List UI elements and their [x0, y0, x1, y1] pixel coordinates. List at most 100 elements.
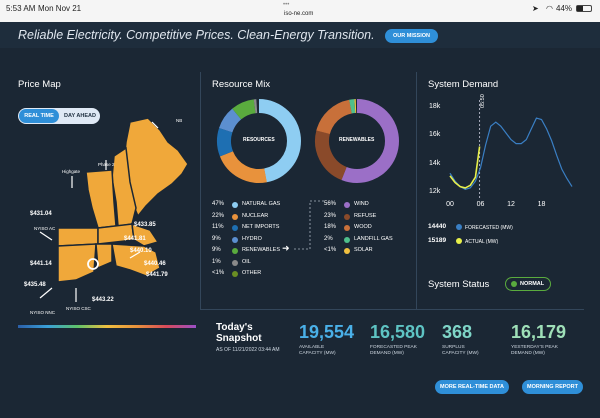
legend-item[interactable]: 9% RENEWABLES — [212, 247, 302, 256]
legend-item[interactable]: 9% HYDRO — [212, 236, 302, 245]
renewables-donut-chart[interactable] — [314, 98, 400, 184]
price-label[interactable]: $441.79 — [146, 272, 168, 278]
snapshot-title-line2: Snapshot — [216, 333, 262, 344]
url-text[interactable]: iso-ne.com — [284, 11, 314, 17]
snapshot-metric-value: 368 — [442, 322, 473, 342]
legend-item[interactable]: <1% OTHER — [212, 270, 302, 279]
snapshot-metric-value: 19,554 — [299, 322, 355, 342]
actual-value: 15189 — [428, 237, 447, 244]
legend-pct: 18% — [324, 224, 337, 230]
legend-label: HYDRO — [242, 235, 262, 242]
hero-banner — [0, 22, 600, 48]
legend-pct: 9% — [212, 247, 221, 253]
zone-label-nyiso-nnc: NYISO NNC — [30, 310, 56, 315]
forecasted-dot — [456, 224, 462, 230]
legend-color-dot — [232, 259, 238, 266]
zone-label-phase2: Phase 2 — [98, 162, 115, 167]
price-label[interactable]: $441.14 — [30, 261, 52, 267]
price-map-title: Price Map — [18, 79, 61, 90]
more-real-time-data-button[interactable]: MORE REAL-TIME DATA — [435, 380, 509, 394]
zone-label-nyiso-csc: NYISO CSC — [66, 306, 91, 311]
tab-day-ahead[interactable]: DAY AHEAD — [64, 113, 96, 119]
status-dot — [511, 281, 517, 287]
status-bar: 5:53 AM Mon Nov 21 ••• iso-ne.com ➤ ◠ 44… — [0, 0, 600, 22]
divider — [200, 309, 584, 310]
legend-pct: 9% — [212, 235, 221, 242]
location-marker-icon[interactable] — [87, 258, 99, 270]
price-label[interactable]: $435.48 — [24, 282, 46, 288]
legend-color-dot — [232, 248, 238, 254]
more-dots-icon[interactable]: ••• — [283, 2, 290, 8]
renewables-donut-label: RENEWABLES — [339, 137, 375, 143]
legend-pct: 2% — [324, 235, 333, 242]
legend-label: WIND — [354, 201, 369, 207]
snapshot-metric-label: SURPLUS CAPACITY (MW) — [442, 345, 479, 356]
snapshot-metric-value: 16,580 — [370, 322, 426, 342]
price-label[interactable]: $443.22 — [92, 297, 114, 303]
battery-icon — [576, 5, 592, 12]
price-scale-bar — [18, 325, 196, 328]
demand-chart[interactable]: 00 06 12 18 — [446, 100, 580, 208]
new-england-map[interactable] — [18, 112, 198, 327]
legend-item[interactable]: 2% LANDFILL GAS — [324, 236, 414, 245]
legend-item[interactable]: 1% OIL — [212, 259, 302, 268]
y-tick-label: 12k — [429, 188, 441, 195]
resources-donut-label: RESOURCES — [243, 137, 275, 143]
snapshot-metric-value: 16,179 — [511, 322, 567, 342]
legend-pct: <1% — [212, 270, 225, 276]
legend-item[interactable]: <1% SOLAR — [324, 247, 414, 256]
actual-dot — [456, 238, 462, 244]
map-zone-ct — [57, 243, 97, 283]
morning-report-button[interactable]: MORNING REPORT — [522, 380, 583, 394]
resources-donut-chart[interactable] — [216, 98, 302, 184]
legend-color-dot — [232, 236, 238, 243]
legend-color-dot — [232, 213, 238, 220]
forecasted-value: 14440 — [428, 223, 447, 230]
tagline: Reliable Electricity. Competitive Prices… — [18, 28, 375, 42]
our-mission-button[interactable]: OUR MISSION — [385, 29, 438, 43]
legend-color-dot — [344, 202, 350, 208]
map-zone-nema — [131, 222, 160, 247]
legend-pct: <1% — [324, 247, 337, 253]
legend-pct: 11% — [212, 224, 224, 230]
divider — [416, 72, 417, 310]
legend-color-dot — [344, 248, 350, 254]
x-tick-label: 18 — [538, 201, 546, 208]
zone-label-nyiso-ac: NYISO AC — [34, 226, 56, 231]
price-label[interactable]: $433.85 — [134, 222, 156, 228]
price-label[interactable]: $431.04 — [30, 211, 52, 217]
y-tick-label: 14k — [429, 160, 441, 167]
status-time: 5:53 AM — [6, 4, 36, 13]
legend-item[interactable]: 23% REFUSE — [324, 213, 414, 222]
arrow-right-icon: ➜ — [282, 243, 290, 253]
legend-label: SOLAR — [354, 247, 373, 253]
legend-color-dot — [232, 225, 238, 231]
legend-color-dot — [344, 225, 350, 231]
snapshot-as-of: AS OF 11/21/2022 03:44 AM — [216, 347, 280, 353]
price-label[interactable]: $440.10 — [130, 248, 152, 254]
actual-label: ACTUAL (MW) — [465, 239, 499, 245]
connector-line — [294, 200, 324, 250]
legend-item[interactable]: 18% WOOD — [324, 224, 414, 233]
legend-label: NUCLEAR — [242, 212, 269, 219]
map-zone-sema — [111, 243, 161, 277]
legend-item[interactable]: 11% NET IMPORTS — [212, 224, 302, 233]
price-label[interactable]: $440.46 — [144, 261, 166, 267]
zone-label-nb: NB — [176, 118, 183, 123]
price-label[interactable]: $441.81 — [124, 236, 146, 242]
legend-item[interactable]: 22% NUCLEAR — [212, 213, 302, 222]
resource-mix-title: Resource Mix — [212, 79, 271, 90]
snapshot-metric-label: FORECASTED PEAK DEMAND (MW) — [370, 345, 417, 356]
legend-color-dot — [232, 271, 238, 277]
legend-pct: 56% — [324, 201, 337, 207]
tab-real-time[interactable]: REAL TIME — [19, 109, 59, 123]
legend-pct: 23% — [324, 212, 337, 219]
price-toggle: REAL TIME DAY AHEAD — [18, 108, 100, 124]
legend-pct: 1% — [212, 258, 221, 265]
legend-item[interactable]: 56% WIND — [324, 201, 414, 210]
legend-item[interactable]: 47% NATURAL GAS — [212, 201, 302, 210]
x-tick-label: 06 — [477, 201, 485, 208]
legend-label: LANDFILL GAS — [354, 235, 393, 242]
legend-label: NATURAL GAS — [242, 201, 281, 207]
divider — [200, 72, 201, 310]
